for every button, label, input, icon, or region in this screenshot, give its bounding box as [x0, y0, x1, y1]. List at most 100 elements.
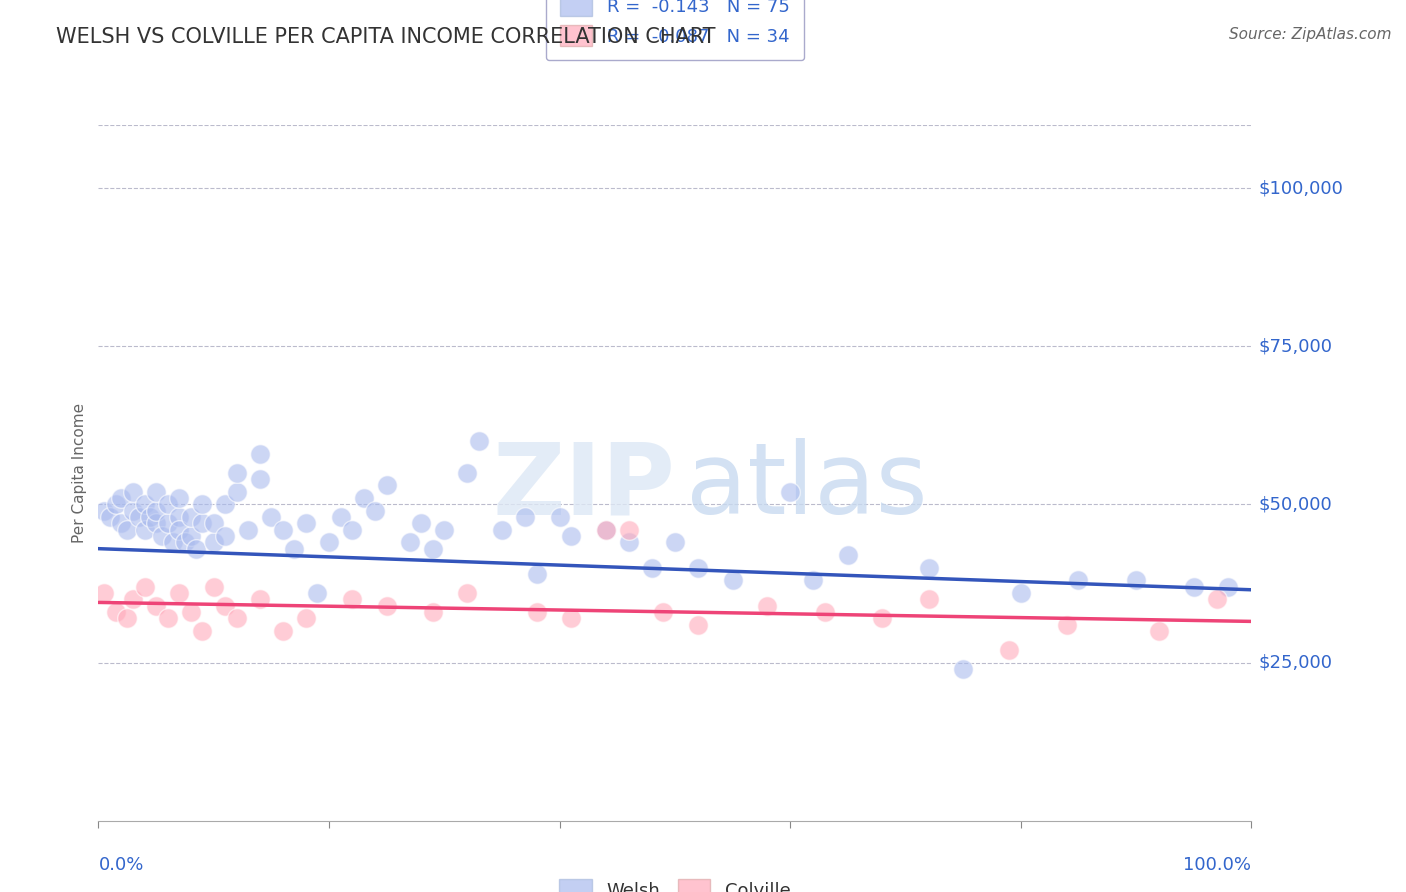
- Point: [271, 624, 294, 638]
- Text: Source: ZipAtlas.com: Source: ZipAtlas.com: [1229, 27, 1392, 42]
- Point: [952, 662, 974, 676]
- Point: [801, 574, 824, 588]
- Point: [156, 611, 179, 625]
- Point: [145, 504, 167, 518]
- Point: [917, 560, 939, 574]
- Point: [837, 548, 859, 562]
- Point: [329, 510, 352, 524]
- Point: [117, 523, 138, 537]
- Point: [167, 586, 190, 600]
- Point: [134, 580, 156, 594]
- Point: [139, 510, 162, 524]
- Point: [202, 516, 225, 531]
- Point: [456, 586, 478, 600]
- Point: [249, 472, 271, 486]
- Point: [411, 516, 433, 531]
- Point: [191, 497, 214, 511]
- Point: [548, 510, 571, 524]
- Point: [145, 484, 167, 499]
- Point: [872, 611, 894, 625]
- Point: [686, 560, 709, 574]
- Point: [595, 523, 617, 537]
- Point: [122, 592, 145, 607]
- Point: [998, 643, 1021, 657]
- Point: [134, 497, 156, 511]
- Point: [249, 447, 271, 461]
- Point: [641, 560, 664, 574]
- Point: [98, 510, 121, 524]
- Point: [340, 592, 363, 607]
- Point: [180, 510, 202, 524]
- Point: [1182, 580, 1205, 594]
- Point: [117, 611, 138, 625]
- Point: [433, 523, 456, 537]
- Point: [617, 523, 640, 537]
- Point: [1147, 624, 1170, 638]
- Point: [1056, 617, 1078, 632]
- Text: ZIP: ZIP: [492, 438, 675, 535]
- Point: [202, 535, 225, 549]
- Point: [225, 466, 247, 480]
- Point: [249, 592, 271, 607]
- Point: [340, 523, 363, 537]
- Point: [560, 611, 582, 625]
- Y-axis label: Per Capita Income: Per Capita Income: [72, 402, 87, 543]
- Text: $75,000: $75,000: [1258, 337, 1333, 355]
- Point: [526, 605, 548, 619]
- Point: [162, 535, 184, 549]
- Point: [756, 599, 779, 613]
- Point: [122, 484, 145, 499]
- Text: $100,000: $100,000: [1258, 179, 1343, 197]
- Point: [225, 484, 247, 499]
- Point: [560, 529, 582, 543]
- Point: [104, 605, 127, 619]
- Point: [283, 541, 305, 556]
- Point: [134, 523, 156, 537]
- Text: 0.0%: 0.0%: [98, 856, 143, 874]
- Point: [422, 605, 444, 619]
- Point: [225, 611, 247, 625]
- Point: [1218, 580, 1240, 594]
- Point: [110, 491, 132, 505]
- Point: [1067, 574, 1090, 588]
- Point: [156, 516, 179, 531]
- Point: [145, 516, 167, 531]
- Point: [145, 599, 167, 613]
- Point: [128, 510, 150, 524]
- Point: [271, 523, 294, 537]
- Point: [150, 529, 173, 543]
- Point: [721, 574, 744, 588]
- Point: [295, 516, 318, 531]
- Point: [398, 535, 420, 549]
- Point: [167, 523, 190, 537]
- Point: [456, 466, 478, 480]
- Point: [617, 535, 640, 549]
- Point: [104, 497, 127, 511]
- Point: [917, 592, 939, 607]
- Text: $25,000: $25,000: [1258, 654, 1333, 672]
- Point: [307, 586, 329, 600]
- Point: [779, 484, 801, 499]
- Point: [686, 617, 709, 632]
- Point: [375, 599, 398, 613]
- Point: [186, 541, 208, 556]
- Point: [652, 605, 675, 619]
- Point: [174, 535, 197, 549]
- Point: [110, 516, 132, 531]
- Point: [295, 611, 318, 625]
- Point: [260, 510, 283, 524]
- Point: [214, 529, 236, 543]
- Point: [93, 504, 115, 518]
- Point: [180, 605, 202, 619]
- Point: [167, 510, 190, 524]
- Point: [468, 434, 491, 449]
- Point: [814, 605, 837, 619]
- Point: [664, 535, 686, 549]
- Point: [202, 580, 225, 594]
- Point: [595, 523, 617, 537]
- Point: [318, 535, 340, 549]
- Text: atlas: atlas: [686, 438, 928, 535]
- Point: [93, 586, 115, 600]
- Point: [191, 516, 214, 531]
- Point: [513, 510, 536, 524]
